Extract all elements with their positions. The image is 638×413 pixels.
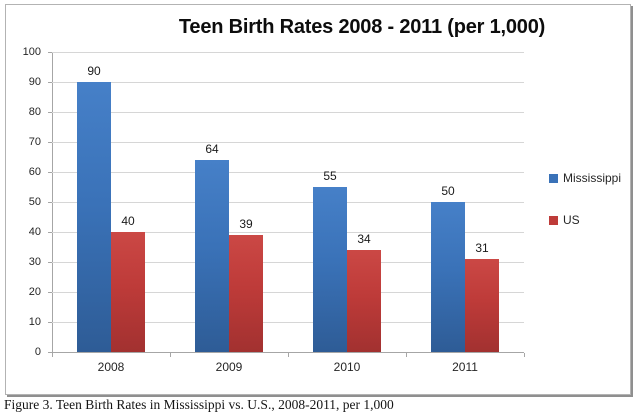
bar-value-us-2010: 34 — [357, 232, 371, 246]
y-tick-label-50: 50 — [28, 196, 41, 208]
x-tick-label-2009: 2009 — [215, 360, 243, 374]
y-axis-tick-70 — [48, 142, 52, 143]
chart-title: Teen Birth Rates 2008 - 2011 (per 1,000) — [178, 16, 546, 38]
gridline-10 — [52, 322, 524, 323]
legend-item-us: US — [549, 213, 580, 227]
y-axis-tick-100 — [48, 52, 52, 53]
y-tick-label-40: 40 — [28, 226, 41, 238]
bar-value-us-2009: 39 — [239, 217, 253, 231]
y-tick-label-90: 90 — [28, 76, 41, 88]
x-axis-line — [52, 352, 524, 353]
bar-value-mississippi-2011: 50 — [441, 184, 455, 198]
x-axis-tick-3 — [406, 353, 407, 357]
y-tick-label-30: 30 — [28, 256, 41, 268]
bar-mississippi-2011 — [431, 202, 465, 352]
y-axis-tick-10 — [48, 322, 52, 323]
bar-us-2008 — [111, 232, 145, 352]
legend-label-us: US — [563, 213, 580, 227]
plot-area: 90 40 64 39 55 34 50 31 — [48, 52, 525, 357]
bar-value-mississippi-2009: 64 — [205, 142, 219, 156]
x-axis-tick-1 — [170, 353, 171, 357]
legend-label-mississippi: Mississippi — [563, 171, 622, 185]
legend-swatch-mississippi — [549, 173, 558, 183]
y-axis-tick-60 — [48, 172, 52, 173]
x-tick-label-2010: 2010 — [333, 360, 361, 374]
bar-us-2011 — [465, 259, 499, 352]
bar-value-mississippi-2010: 55 — [323, 169, 337, 183]
y-tick-label-100: 100 — [22, 46, 41, 58]
bar-value-us-2008: 40 — [121, 214, 135, 228]
y-tick-label-80: 80 — [28, 106, 41, 118]
bar-mississippi-2010 — [313, 187, 347, 352]
y-tick-label-0: 0 — [34, 346, 41, 358]
legend-swatch-us — [549, 215, 558, 225]
y-tick-label-60: 60 — [28, 166, 41, 178]
x-axis-tick-0 — [52, 353, 53, 357]
y-axis-tick-20 — [48, 292, 52, 293]
gridline-80 — [52, 112, 524, 113]
x-tick-label-2011: 2011 — [452, 360, 478, 374]
gridline-40 — [52, 232, 524, 233]
bar-mississippi-2008 — [77, 82, 111, 352]
y-axis-tick-40 — [48, 232, 52, 233]
bar-us-2009 — [229, 235, 263, 352]
bar-value-us-2011: 31 — [475, 241, 489, 255]
x-axis-tick-4 — [524, 353, 525, 357]
y-axis-tick-90 — [48, 82, 52, 83]
gridline-20 — [52, 292, 524, 293]
gridline-70 — [52, 142, 524, 143]
bar-us-2010 — [347, 250, 381, 352]
gridline-60 — [52, 172, 524, 173]
gridline-100 — [52, 52, 524, 53]
x-axis-tick-2 — [288, 353, 289, 357]
x-tick-label-2008: 2008 — [97, 360, 125, 374]
gridline-30 — [52, 262, 524, 263]
legend-item-mississippi: Mississippi — [549, 171, 621, 185]
y-tick-label-10: 10 — [28, 316, 41, 328]
bar-value-mississippi-2008: 90 — [87, 64, 101, 78]
gridline-50 — [52, 202, 524, 203]
chart-frame: Teen Birth Rates 2008 - 2011 (per 1,000)… — [5, 4, 631, 395]
y-tick-label-70: 70 — [28, 136, 41, 148]
bar-mississippi-2009 — [195, 160, 229, 352]
y-tick-label-20: 20 — [28, 286, 41, 298]
gridline-90 — [52, 82, 524, 83]
figure-caption: Figure 3. Teen Birth Rates in Mississipp… — [4, 397, 394, 412]
y-axis-tick-80 — [48, 112, 52, 113]
y-axis-tick-50 — [48, 202, 52, 203]
y-axis-tick-30 — [48, 262, 52, 263]
y-axis-tick-0 — [48, 352, 52, 353]
